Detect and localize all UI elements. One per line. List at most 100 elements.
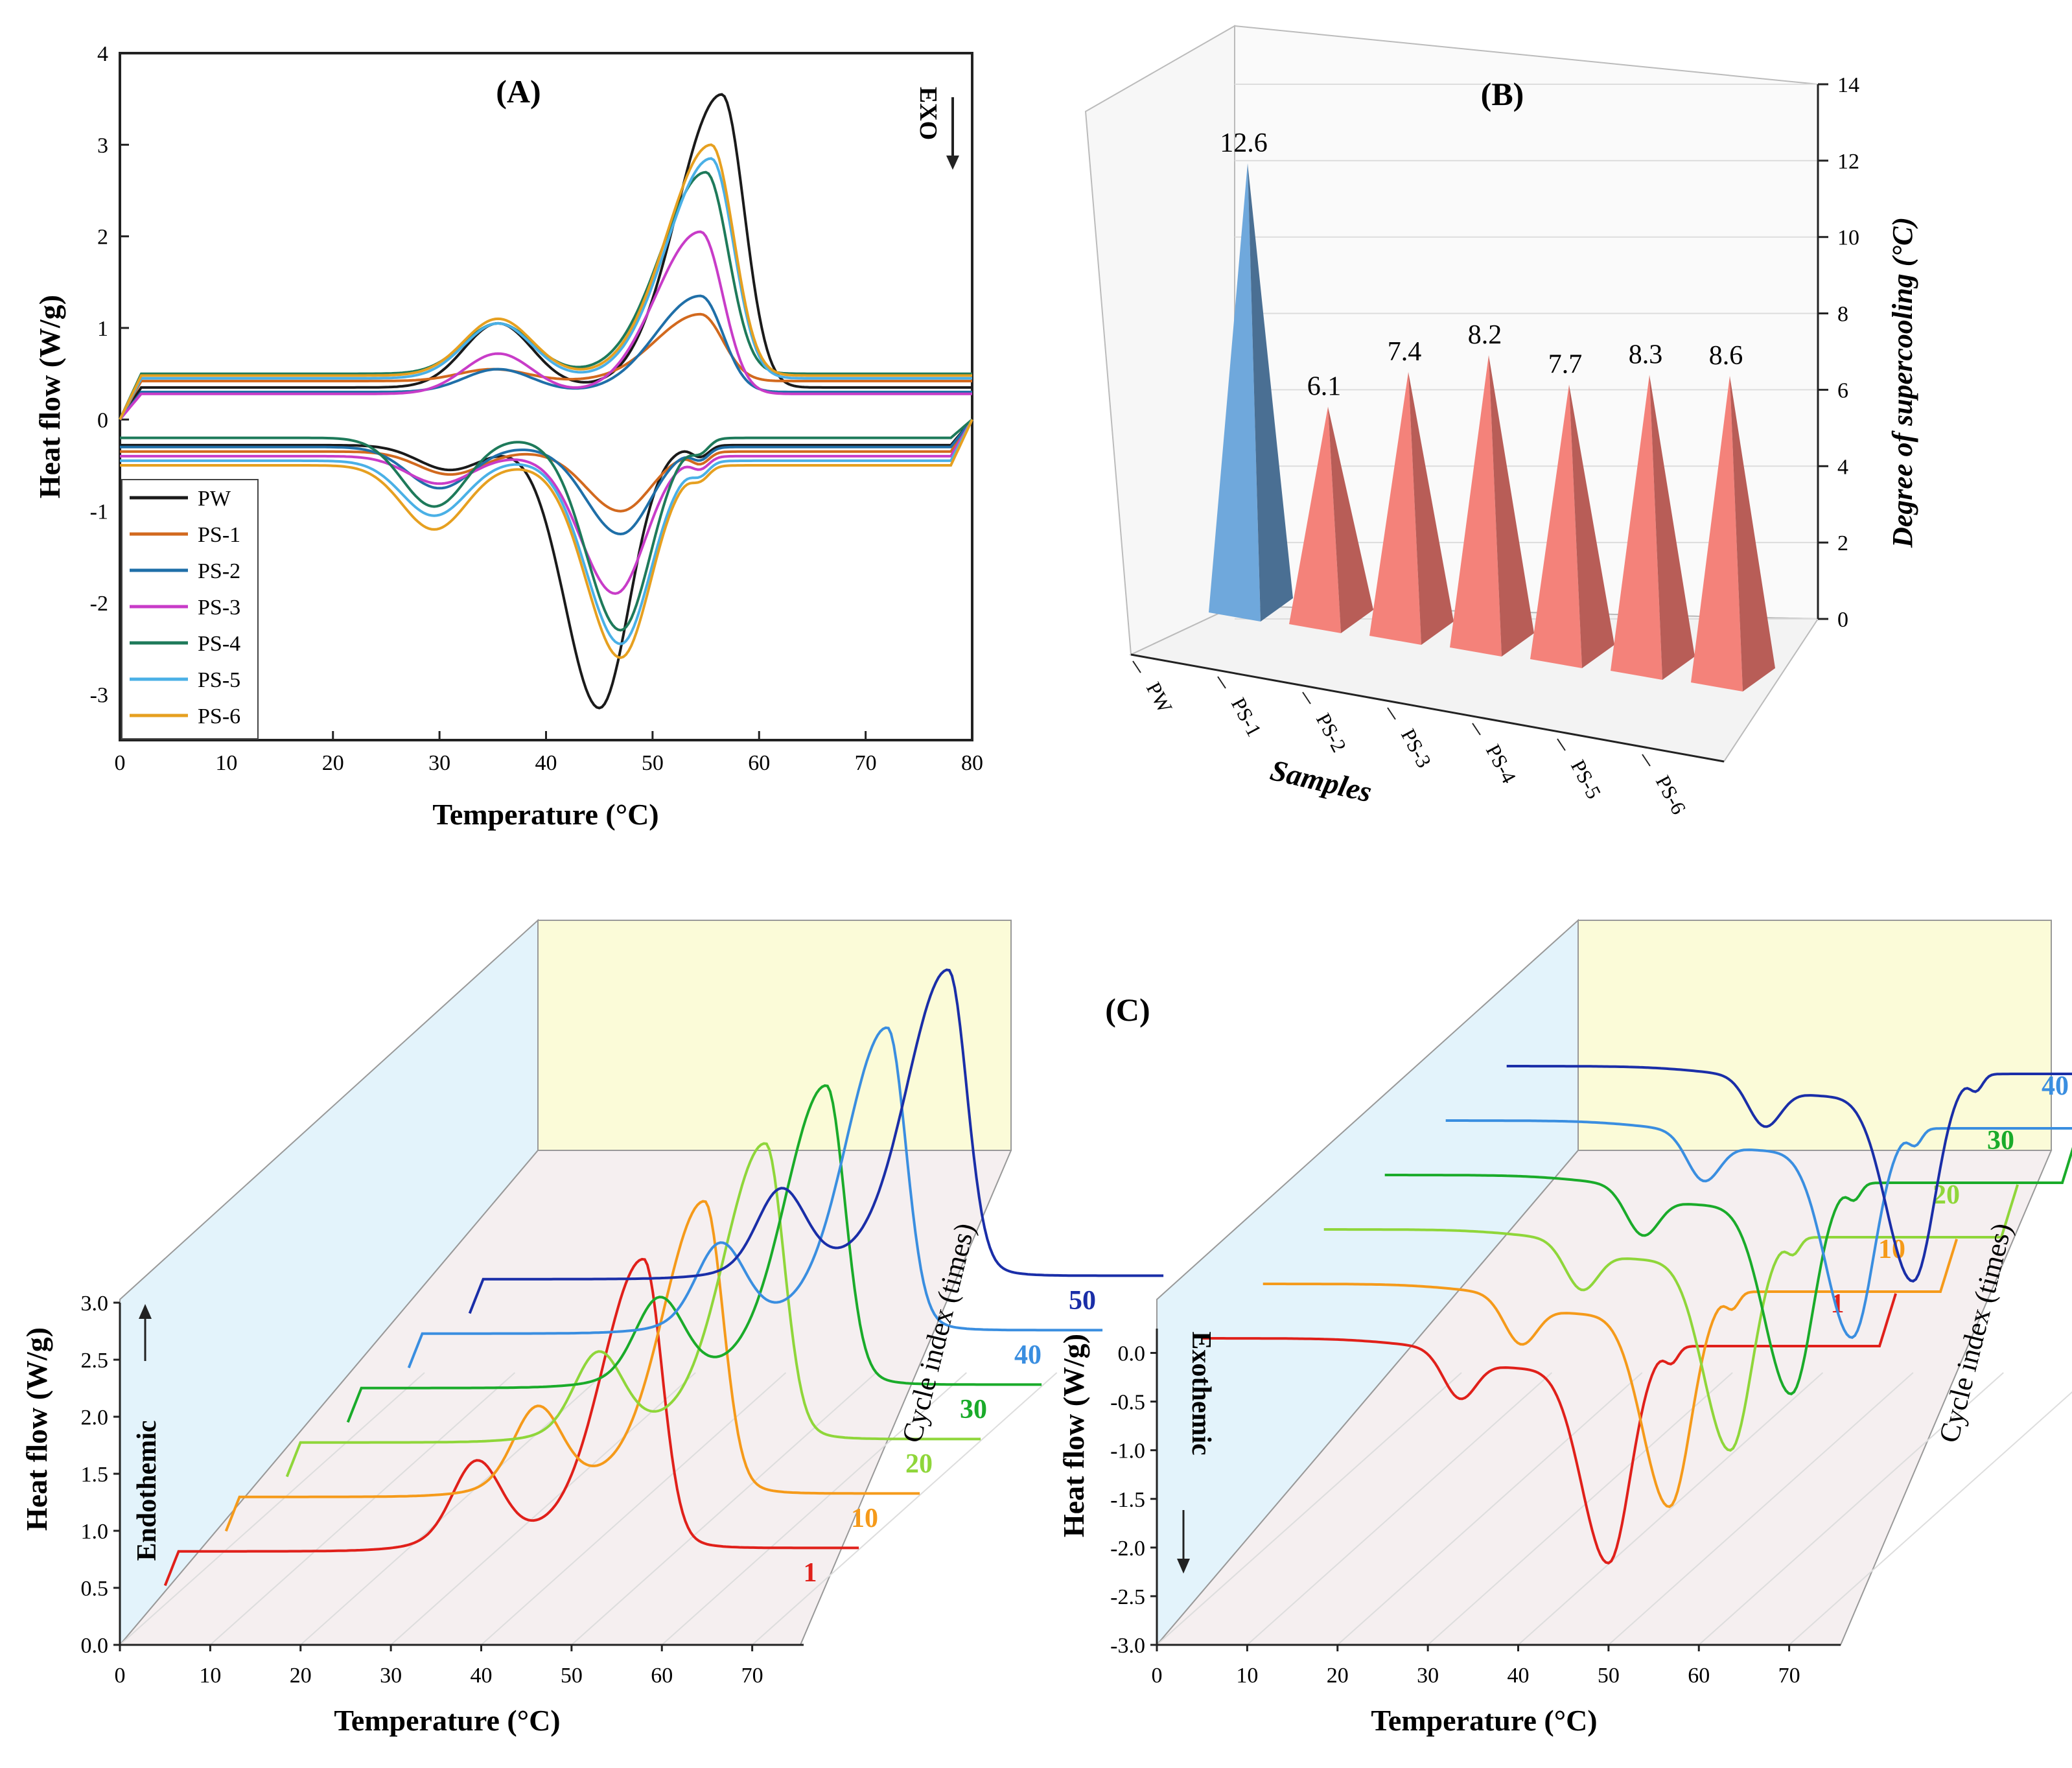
curve-heating bbox=[120, 419, 973, 646]
x-tick-label: 20 bbox=[1327, 1664, 1349, 1688]
pyramid-front-face bbox=[1289, 406, 1341, 633]
panel-cr-xlabel: Temperature (°C) bbox=[1371, 1704, 1597, 1737]
panel-c-label: (C) bbox=[1105, 992, 1150, 1028]
panel-a-curves bbox=[119, 93, 973, 710]
y-tick-label: 0.5 bbox=[81, 1577, 109, 1601]
y-tick-label: 0 bbox=[1837, 608, 1848, 632]
curve-heating bbox=[120, 419, 973, 595]
floor-grid-line bbox=[300, 1372, 606, 1646]
panel-c-right: (C) 0 10 20 30 40 50 60 70 -3.0 -2.5 -2.0 -1.5 -1.0 -… bbox=[1057, 918, 2072, 1737]
panel-b-bars: 12.6 PW 6.1 PS-1 7.4 PS-2 8.2 PS-3 7.7 PS-4 8.3 PS-… bbox=[1132, 128, 1775, 818]
category-tick-label: PS-2 bbox=[1312, 709, 1351, 756]
category-tick-label: PS-1 bbox=[1227, 693, 1266, 740]
cycle-curve bbox=[1263, 1239, 1959, 1508]
y-tick-label: -2 bbox=[90, 592, 108, 616]
y-tick-label: 1.5 bbox=[81, 1463, 109, 1487]
panel-a-ticks: 0 10 20 30 40 50 60 70 80 -3 -2 -1 0 1 2 3 4 bbox=[90, 42, 983, 775]
x-tick-label: 30 bbox=[380, 1664, 402, 1688]
cycle-curve bbox=[468, 968, 1164, 1314]
down-arrow-icon bbox=[1177, 1510, 1190, 1574]
floor-grid-line bbox=[209, 1372, 516, 1646]
category-tick-label: PS-5 bbox=[1566, 756, 1606, 802]
category-tick-mark bbox=[1387, 707, 1396, 720]
cycle-label: 1 bbox=[804, 1558, 817, 1588]
pyramid-front-face bbox=[1450, 355, 1502, 657]
x-tick-label: 50 bbox=[1598, 1664, 1620, 1688]
pyramid-side-face bbox=[1569, 384, 1614, 668]
exothermic-annotation: Exothemic bbox=[1186, 1331, 1216, 1455]
exo-arrow-icon bbox=[946, 97, 959, 170]
x-tick-label: 0 bbox=[115, 751, 126, 775]
cycle-curve bbox=[346, 1084, 1042, 1423]
category-tick-label: PS-6 bbox=[1651, 771, 1691, 818]
y-tick-label: 2 bbox=[97, 226, 108, 250]
panel-b-label: (B) bbox=[1481, 76, 1524, 112]
y-tick-label: -0.5 bbox=[1110, 1391, 1145, 1415]
curve-cooling bbox=[119, 93, 972, 421]
curve-heating bbox=[120, 419, 973, 659]
panel-cr-grid bbox=[1156, 1372, 2072, 1646]
y-tick-label: 1.0 bbox=[81, 1520, 109, 1544]
bar-value-label: 7.4 bbox=[1388, 337, 1422, 367]
y-tick-label: 1 bbox=[97, 317, 108, 341]
x-tick-label: 60 bbox=[1688, 1664, 1710, 1688]
x-tick-label: 0 bbox=[1152, 1664, 1163, 1688]
x-tick-label: 0 bbox=[115, 1664, 126, 1688]
y-tick-label: 0.0 bbox=[1118, 1342, 1146, 1366]
curve-cooling bbox=[119, 157, 972, 421]
cycle-curve bbox=[1384, 1146, 2072, 1395]
y-tick-label: 10 bbox=[1837, 226, 1859, 250]
floor-grid-line bbox=[1608, 1372, 1914, 1646]
floor-grid-line bbox=[571, 1372, 877, 1646]
y-tick-label: 0.0 bbox=[81, 1634, 109, 1658]
y-tick-label: 2 bbox=[1837, 531, 1848, 555]
y-tick-label: -1.0 bbox=[1110, 1439, 1145, 1463]
bar-value-label: 8.2 bbox=[1468, 320, 1502, 350]
legend-entry-label: PW bbox=[198, 487, 231, 511]
bar-value-label: 7.7 bbox=[1548, 350, 1583, 380]
y-tick-label: -2.0 bbox=[1110, 1537, 1145, 1561]
curve-cooling bbox=[119, 312, 972, 421]
cycle-label: 30 bbox=[960, 1395, 987, 1425]
cycle-label: 10 bbox=[1878, 1235, 1905, 1264]
x-axis-line bbox=[1130, 653, 1725, 763]
pyramid-front-face bbox=[1530, 384, 1582, 668]
panel-b-ticks: 0 2 4 6 8 10 12 14 bbox=[1130, 73, 1859, 763]
curve-cooling bbox=[119, 143, 972, 421]
legend-entry-label: PS-4 bbox=[198, 632, 240, 656]
x-tick-label: 20 bbox=[322, 751, 344, 775]
panel-a: (A) EXO 0 10 20 30 40 50 60 70 80 -3 -2 -1 0 1 2 3 4 Tem… bbox=[33, 42, 983, 831]
panel-cl-ylabel: Heat flow (W/g) bbox=[20, 1327, 53, 1531]
y-tick-label: -3.0 bbox=[1110, 1634, 1145, 1658]
y-tick-label: 3 bbox=[97, 134, 108, 157]
floor-grid-line bbox=[1517, 1372, 1824, 1646]
cycle-curve bbox=[1445, 1119, 2072, 1339]
x-tick-label: 60 bbox=[651, 1664, 673, 1688]
cycle-label: 10 bbox=[851, 1504, 878, 1533]
panel-cl-curves: 1 10 20 30 40 50 bbox=[163, 968, 1164, 1588]
pyramid-side-face bbox=[1248, 163, 1293, 622]
cycle-curve bbox=[1506, 1065, 2072, 1283]
y-tick-label: 6 bbox=[1837, 378, 1848, 402]
y-tick-label: -2.5 bbox=[1110, 1585, 1145, 1609]
y-tick-label: 8 bbox=[1837, 303, 1848, 327]
panel-cl-ticks: 0 10 20 30 40 50 60 70 0.0 0.5 1.0 1.5 2.0 2.5 3.0 bbox=[81, 1292, 804, 1688]
floor-grid-line bbox=[390, 1372, 696, 1646]
cycle-label: 30 bbox=[1987, 1126, 2014, 1156]
x-tick-label: 40 bbox=[535, 751, 557, 775]
floor-grid-line bbox=[1337, 1372, 1643, 1646]
floor-grid-line bbox=[1156, 1372, 1462, 1646]
panel-a-legend: PW PS-1 PS-2 PS-3 PS-4 PS-5 PS-6 bbox=[121, 479, 259, 739]
x-tick-label: 10 bbox=[199, 1664, 221, 1688]
x-tick-label: 70 bbox=[1778, 1664, 1800, 1688]
x-tick-label: 50 bbox=[642, 751, 664, 775]
panel-c-left: 0 10 20 30 40 50 60 70 0.0 0.5 1.0 1.5 2.0 2.5 3.0 1 10… bbox=[20, 918, 1164, 1737]
cycle-curve bbox=[407, 1026, 1103, 1369]
floor-grid-line bbox=[119, 1372, 425, 1646]
category-tick-label: PS-3 bbox=[1397, 725, 1436, 771]
panel-cl-back-wall bbox=[537, 920, 1012, 1151]
legend-entry-label: PS-2 bbox=[198, 559, 240, 583]
pyramid-side-face bbox=[1328, 406, 1373, 633]
x-tick-label: 70 bbox=[741, 1664, 763, 1688]
